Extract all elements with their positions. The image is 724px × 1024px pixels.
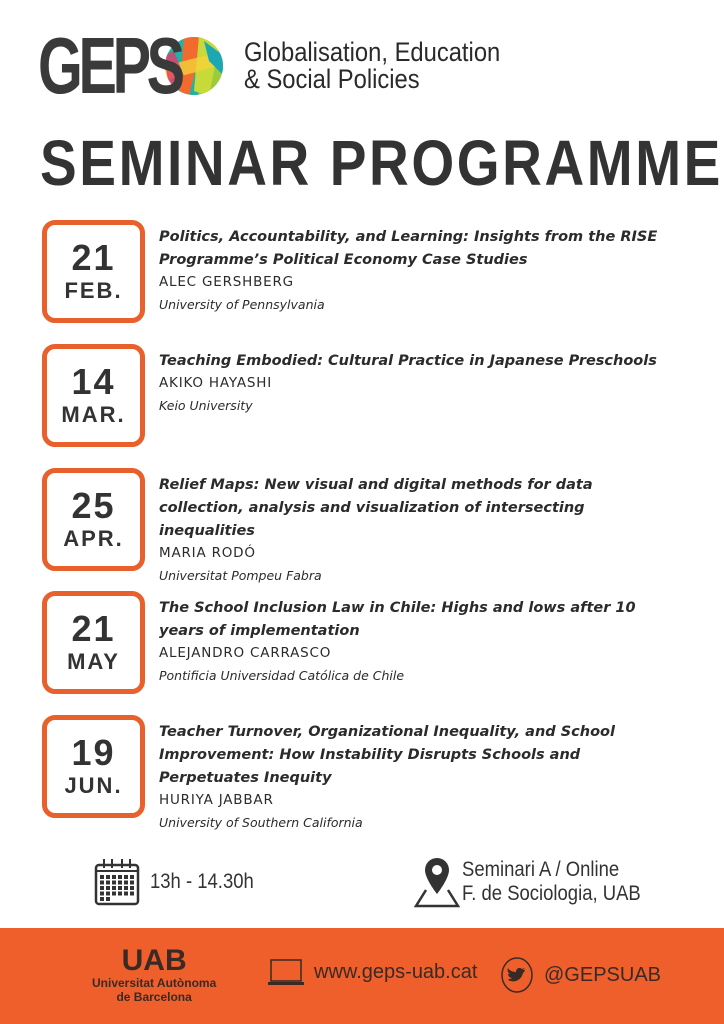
- event-month: MAR.: [61, 402, 126, 427]
- twitter-icon: [501, 957, 533, 993]
- event-title: Teacher Turnover, Organizational Inequal…: [159, 724, 615, 786]
- date-box: 25 APR.: [42, 468, 145, 571]
- uab-logo: UAB Universitat Autònoma de Barcelona: [92, 944, 217, 1005]
- website-text: www.geps-uab.cat: [314, 960, 478, 983]
- uab-logo-text: UAB: [121, 944, 187, 977]
- event-institution: Pontificia Universidad Católica de Chile: [159, 668, 405, 683]
- event-day: 25: [71, 485, 116, 526]
- event-speaker: AKIKO HAYASHI: [159, 375, 272, 391]
- event-speaker: ALEJANDRO CARRASCO: [159, 645, 332, 661]
- location-info: Seminari A / Online F. de Sociologia, UA…: [414, 856, 665, 908]
- calendar-icon: [94, 859, 140, 906]
- uab-name-line-1: Universitat Autònoma: [92, 976, 217, 990]
- event-speaker: ALEC GERSHBERG: [159, 274, 294, 290]
- website-link[interactable]: www.geps-uab.cat: [268, 958, 477, 986]
- header: GEPS Globalisation, Education & Social P…: [38, 26, 535, 106]
- event-info: Relief Maps: New visual and digital meth…: [159, 474, 659, 588]
- event-institution: University of Southern California: [159, 815, 363, 830]
- event-speaker: MARIA RODÓ: [159, 545, 256, 561]
- event-speaker: HURIYA JABBAR: [159, 792, 274, 808]
- twitter-link[interactable]: @GEPSUAB: [500, 956, 661, 994]
- uab-name-line-2: de Barcelona: [116, 990, 192, 1004]
- event-title: The School Inclusion Law in Chile: Highs…: [159, 600, 636, 639]
- event-month: JUN.: [64, 773, 123, 798]
- geps-logo-text: GEPS: [38, 21, 185, 110]
- event-title: Politics, Accountability, and Learning: …: [159, 229, 658, 268]
- event-day: 21: [71, 237, 116, 278]
- event-info: Teaching Embodied: Cultural Practice in …: [159, 350, 659, 418]
- tagline-line-1: Globalisation, Education: [244, 37, 501, 67]
- date-box: 21 FEB.: [42, 220, 145, 323]
- footer: UAB Universitat Autònoma de Barcelona ww…: [0, 928, 724, 1024]
- location-line-2: F. de Sociologia, UAB: [462, 882, 641, 905]
- location-line-1: Seminari A / Online: [462, 858, 620, 881]
- geps-globe-logo-icon: [165, 37, 223, 95]
- event-info: The School Inclusion Law in Chile: Highs…: [159, 597, 659, 688]
- tagline-line-2: & Social Policies: [244, 64, 420, 94]
- event-month: MAY: [67, 649, 120, 674]
- event-title: Relief Maps: New visual and digital meth…: [159, 477, 593, 539]
- event-title: Teaching Embodied: Cultural Practice in …: [159, 353, 657, 369]
- event-month: APR.: [63, 526, 124, 551]
- date-box: 19 JUN.: [42, 715, 145, 818]
- time-info: 13h - 14.30h: [94, 858, 268, 906]
- event-institution: Keio University: [159, 398, 253, 413]
- event-month: FEB.: [64, 278, 123, 303]
- time-text: 13h - 14.30h: [150, 870, 254, 893]
- event-day: 19: [71, 732, 116, 773]
- event-info: Teacher Turnover, Organizational Inequal…: [159, 721, 659, 835]
- event-day: 14: [71, 361, 116, 402]
- event-day: 21: [71, 608, 116, 649]
- map-pin-icon: [414, 858, 460, 908]
- date-box: 21 MAY: [42, 591, 145, 694]
- page-title: SEMINAR PROGRAMME: [40, 127, 723, 199]
- tagline: Globalisation, Education & Social Polici…: [244, 39, 500, 93]
- twitter-handle: @GEPSUAB: [544, 963, 662, 986]
- date-box: 14 MAR.: [42, 344, 145, 447]
- laptop-icon: [268, 959, 304, 985]
- event-institution: University of Pennsylvania: [159, 297, 325, 312]
- event-info: Politics, Accountability, and Learning: …: [159, 226, 659, 317]
- event-institution: Universitat Pompeu Fabra: [159, 568, 322, 583]
